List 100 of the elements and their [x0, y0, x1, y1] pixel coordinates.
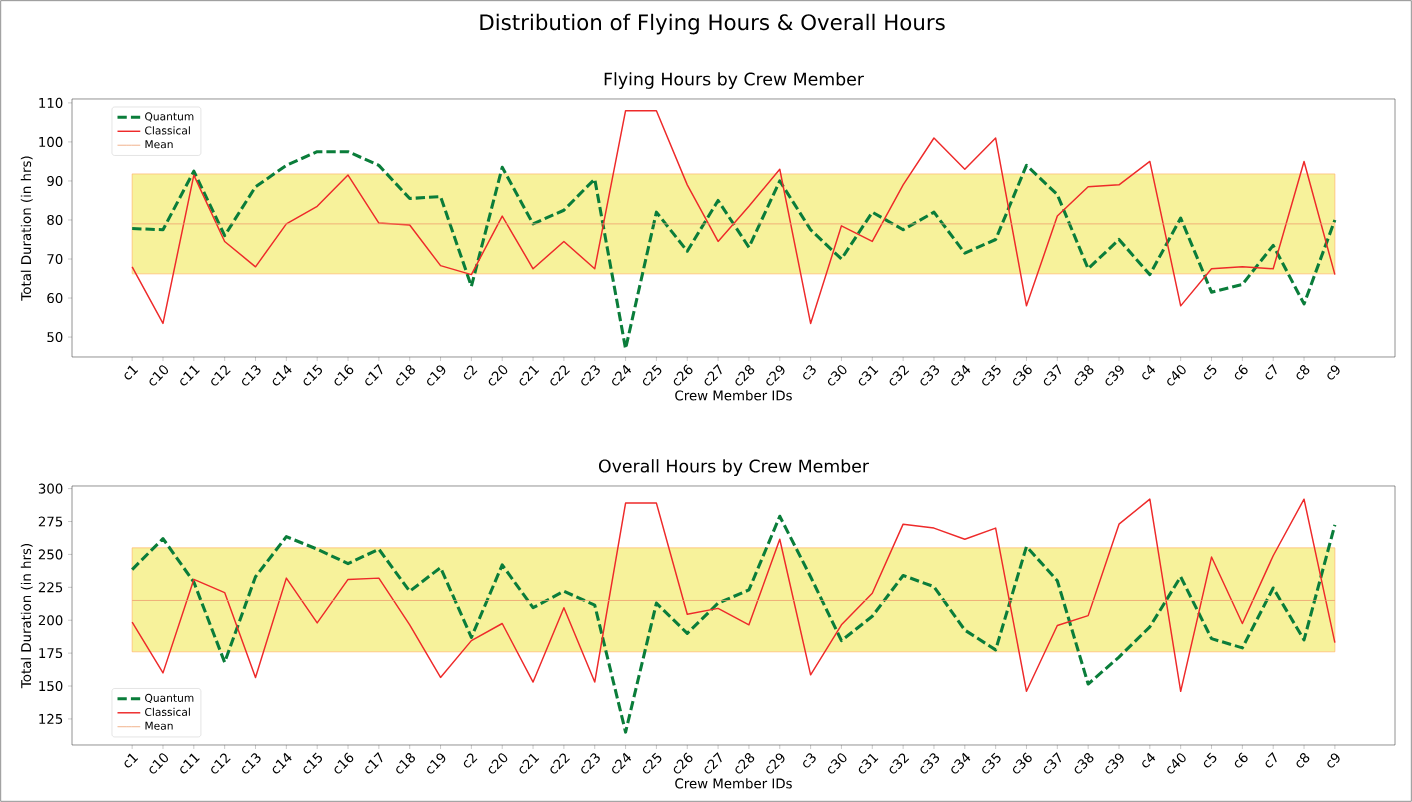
x-tick-label: c21	[519, 365, 540, 386]
x-tick-label: c29	[766, 365, 785, 386]
x-axis-title: Crew Member IDs	[675, 390, 792, 401]
y-tick-label: 275	[38, 516, 63, 527]
x-tick-label: c14	[272, 364, 292, 386]
x-tick-label: c12	[211, 365, 231, 386]
x-tick-label: c36	[1012, 364, 1032, 386]
x-tick-label: c18	[396, 753, 416, 774]
y-tick-label: 50	[47, 332, 63, 343]
x-tick-label: c7	[1265, 752, 1277, 768]
x-tick-label: c2	[463, 365, 478, 380]
y-tick-label: 100	[39, 136, 63, 147]
x-tick-label: c1	[124, 753, 139, 768]
x-tick-label: c16	[334, 364, 354, 386]
x-tick-label: c9	[1327, 753, 1340, 768]
x-tick-label: c13	[242, 753, 261, 774]
x-tick-label: c23	[581, 753, 600, 774]
x-tick-label: c21	[519, 753, 540, 774]
x-tick-label: c5	[1203, 364, 1217, 380]
line-series	[131, 109, 1336, 325]
x-tick-label: c11	[180, 365, 200, 386]
y-tick-label: 225	[38, 582, 63, 593]
x-tick-label: c40	[1167, 753, 1186, 774]
x-tick-label: c9	[1327, 365, 1340, 380]
x-tick-label: c34	[951, 364, 971, 386]
x-tick-label: c30	[827, 753, 847, 774]
y-tick-label: 200	[38, 615, 63, 626]
x-tick-label: c20	[488, 365, 508, 386]
x-tick-label: c29	[766, 753, 785, 774]
y-tick-label: 110	[39, 97, 63, 108]
x-tick-label: c2	[463, 753, 478, 768]
x-tick-label: c11	[180, 753, 200, 774]
y-tick-label: 90	[47, 175, 63, 186]
x-tick-label: c32	[889, 753, 910, 774]
x-tick-label: c10	[149, 365, 169, 386]
x-tick-label: c39	[1105, 753, 1124, 774]
x-tick-label: c17	[365, 364, 383, 386]
x-tick-label: c22	[550, 365, 570, 386]
y-tick-label: 80	[47, 214, 63, 226]
x-tick-label: c20	[488, 753, 508, 774]
x-tick-label: c31	[858, 365, 879, 386]
x-tick-label: c32	[889, 365, 910, 386]
y-tick-label: 60	[47, 292, 63, 304]
line-series	[130, 150, 1337, 351]
x-tick-label: c40	[1167, 365, 1186, 386]
y-tick-label: 70	[47, 253, 63, 265]
x-tick-label: c31	[858, 753, 879, 774]
x-tick-label: c6	[1234, 364, 1248, 380]
y-axis-title: Total Duration (in hrs)	[20, 544, 33, 689]
legend-label: Classical	[145, 126, 190, 135]
y-tick-label: 175	[39, 648, 63, 659]
x-tick-label: c23	[581, 365, 600, 386]
x-tick-label: c33	[920, 753, 940, 774]
x-tick-label: c5	[1203, 752, 1217, 768]
y-tick-label: 125	[39, 713, 63, 724]
x-tick-label: c16	[334, 752, 354, 774]
x-tick-label: c10	[149, 753, 169, 774]
legend-label: Classical	[145, 707, 190, 716]
y-tick-label: 150	[39, 680, 63, 692]
line-series	[131, 498, 1336, 693]
chart-title: Distribution of Flying Hours & Overall Hours	[480, 13, 945, 35]
x-tick-label: c37	[1043, 752, 1062, 774]
x-tick-label: c39	[1105, 365, 1124, 386]
x-tick-label: c7	[1265, 364, 1277, 380]
x-tick-label: c15	[303, 364, 323, 386]
legend-label: Quantum	[145, 112, 194, 122]
x-tick-label: c15	[303, 752, 323, 774]
x-tick-label: c14	[272, 752, 292, 774]
x-tick-label: c6	[1234, 752, 1248, 768]
x-tick-label: c26	[673, 752, 693, 774]
x-tick-label: c18	[396, 365, 416, 386]
legend-label: Quantum	[145, 693, 194, 704]
y-tick-label: 250	[38, 549, 63, 560]
y-tick-label: 300	[38, 483, 63, 494]
x-tick-label: c25	[642, 364, 662, 386]
x-tick-label: c22	[550, 753, 570, 774]
x-tick-label: c28	[735, 365, 755, 386]
x-tick-label: c8	[1296, 753, 1310, 768]
x-tick-label: c37	[1043, 364, 1062, 386]
x-tick-label: c4	[1142, 752, 1156, 768]
x-tick-label: c24	[612, 752, 632, 774]
x-tick-label: c17	[365, 752, 383, 774]
x-tick-label: c3	[803, 365, 816, 380]
x-tick-label: c35	[982, 364, 1001, 386]
x-tick-label: c27	[704, 752, 722, 774]
x-axis-title: Crew Member IDs	[675, 778, 792, 789]
x-tick-label: c24	[612, 364, 632, 386]
x-tick-label: c36	[1012, 752, 1032, 774]
x-tick-label: c19	[427, 753, 446, 774]
x-tick-label: c26	[673, 364, 693, 386]
x-tick-label: c13	[242, 365, 261, 386]
y-axis-title: Total Duration (in hrs)	[20, 156, 33, 301]
x-tick-label: c19	[427, 365, 446, 386]
x-tick-label: c1	[124, 365, 139, 380]
x-tick-label: c25	[642, 752, 662, 774]
x-tick-label: c38	[1074, 753, 1094, 774]
x-tick-label: c3	[803, 753, 816, 768]
legend-label: Mean	[145, 140, 173, 149]
x-tick-label: c33	[920, 365, 940, 386]
x-tick-label: c8	[1296, 365, 1310, 380]
